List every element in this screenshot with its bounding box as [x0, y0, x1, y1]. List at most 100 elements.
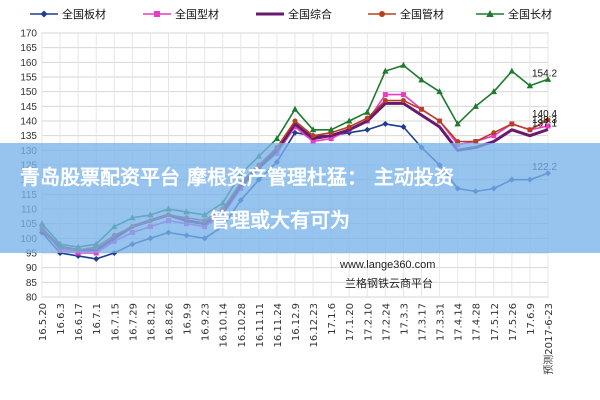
x-tick-label: 16.6.3 — [56, 303, 67, 335]
watermark-url: www.lange360.com — [340, 259, 436, 271]
x-tick-label: 16.7.15 — [110, 303, 121, 341]
legend-item-4: 全国管材 — [368, 7, 444, 21]
data-point — [400, 97, 406, 103]
end-value-label: 140.4 — [532, 109, 557, 120]
y-tick-label: 90 — [26, 263, 38, 274]
x-tick-label: 17.1.6 — [327, 303, 338, 335]
x-tick-label: 17.6.9 — [526, 303, 537, 335]
data-point — [436, 88, 443, 95]
headline-line-1[interactable]: 青岛股票配资平台 摩根资产管理杜猛： 主动投资 — [20, 165, 454, 189]
x-tick-label: 16.7.29 — [128, 303, 139, 341]
data-point — [364, 126, 371, 133]
data-point — [382, 92, 388, 98]
end-value-label: 138.3 — [532, 115, 557, 126]
data-point — [545, 117, 551, 123]
y-tick-label: 165 — [20, 43, 37, 54]
x-tick-label: 17.4.14 — [454, 303, 465, 341]
data-point — [545, 123, 551, 129]
data-point — [491, 133, 497, 139]
data-point — [93, 255, 100, 262]
end-value-label: 154.2 — [532, 68, 557, 79]
legend-marker — [379, 11, 385, 17]
x-tick-label: 16.7.1 — [92, 303, 103, 335]
x-tick-label: 16.9.23 — [201, 303, 212, 341]
x-tick-label: 16.12.23 — [309, 303, 320, 348]
data-point — [310, 139, 316, 145]
y-tick-label: 155 — [20, 73, 37, 84]
y-tick-label: 150 — [20, 87, 37, 98]
y-tick-label: 160 — [20, 58, 37, 69]
x-tick-label: 16.10.14 — [219, 303, 230, 348]
legend-marker — [154, 11, 160, 17]
data-point — [291, 105, 299, 112]
data-point — [382, 120, 389, 127]
x-tick-label: 16.11.24 — [273, 303, 284, 348]
x-tick-label: 16.8.26 — [165, 303, 176, 341]
data-point — [292, 124, 298, 130]
watermark-name: 兰格钢铁云商平台 — [345, 277, 433, 290]
data-point — [509, 121, 515, 127]
data-point — [455, 139, 461, 145]
data-point — [437, 118, 443, 124]
legend-label: 全国管材 — [400, 7, 444, 21]
data-point — [400, 92, 406, 98]
legend-item-1: 全国板材 — [30, 7, 106, 21]
legend-item-5: 全国长材 — [476, 7, 552, 21]
data-point — [364, 115, 370, 121]
data-point — [473, 139, 479, 145]
x-tick-label: 17.5.12 — [490, 303, 501, 341]
data-point — [526, 82, 534, 89]
data-point — [292, 118, 298, 124]
x-tick-label: 16.10.28 — [237, 303, 248, 348]
y-tick-label: 95 — [26, 249, 38, 260]
data-point — [400, 61, 407, 68]
data-point — [346, 124, 352, 130]
data-point — [418, 76, 425, 83]
data-point — [400, 123, 407, 130]
x-tick-label: 17.2.10 — [363, 303, 374, 341]
legend-label: 全国综合 — [288, 7, 332, 21]
x-tick-label: 17.3.31 — [436, 303, 447, 341]
data-point — [364, 108, 371, 115]
x-tick-label: 17.3.17 — [418, 303, 429, 341]
x-tick-label: 16.5.20 — [38, 303, 49, 341]
x-tick-label: 16.12.9 — [291, 303, 302, 341]
data-point — [292, 129, 298, 136]
data-point — [327, 126, 335, 133]
x-tick-label: 16.6.17 — [74, 303, 85, 341]
data-point — [419, 106, 424, 112]
end-value-label: 137.1 — [532, 119, 557, 130]
data-point — [328, 136, 334, 142]
headline-line-2[interactable]: 管理或大有可为 — [210, 208, 350, 232]
data-point — [273, 135, 281, 142]
data-point — [75, 250, 81, 256]
data-point — [93, 250, 99, 256]
legend-marker — [40, 10, 48, 18]
x-tick-label: 16.11.11 — [255, 303, 266, 348]
y-tick-label: 170 — [20, 29, 37, 40]
x-tick-label: 16.9.9 — [183, 303, 194, 335]
data-point — [490, 88, 497, 95]
data-point — [508, 67, 516, 74]
data-point — [346, 117, 353, 124]
y-tick-label: 135 — [20, 131, 37, 142]
data-point — [382, 97, 388, 103]
x-tick-label: 17.5.26 — [508, 303, 519, 341]
data-point — [472, 102, 479, 109]
x-tick-label: 17.4.28 — [472, 303, 483, 341]
data-point — [527, 127, 533, 133]
y-tick-label: 145 — [20, 102, 37, 113]
x-tick-label: 预测2017-6-23 — [542, 303, 555, 375]
y-tick-label: 140 — [20, 117, 37, 128]
legend-label: 全国长材 — [508, 7, 552, 21]
data-point — [309, 126, 317, 133]
legend-item-2: 全国型材 — [143, 7, 219, 21]
data-point — [454, 120, 461, 127]
x-tick-label: 16.8.12 — [146, 303, 157, 341]
data-point — [544, 75, 552, 82]
x-tick-label: 17.2.24 — [381, 303, 392, 341]
data-point — [382, 67, 389, 74]
x-tick-label: 17.1.20 — [345, 303, 356, 341]
legend-marker — [486, 10, 494, 17]
data-point — [310, 133, 316, 139]
